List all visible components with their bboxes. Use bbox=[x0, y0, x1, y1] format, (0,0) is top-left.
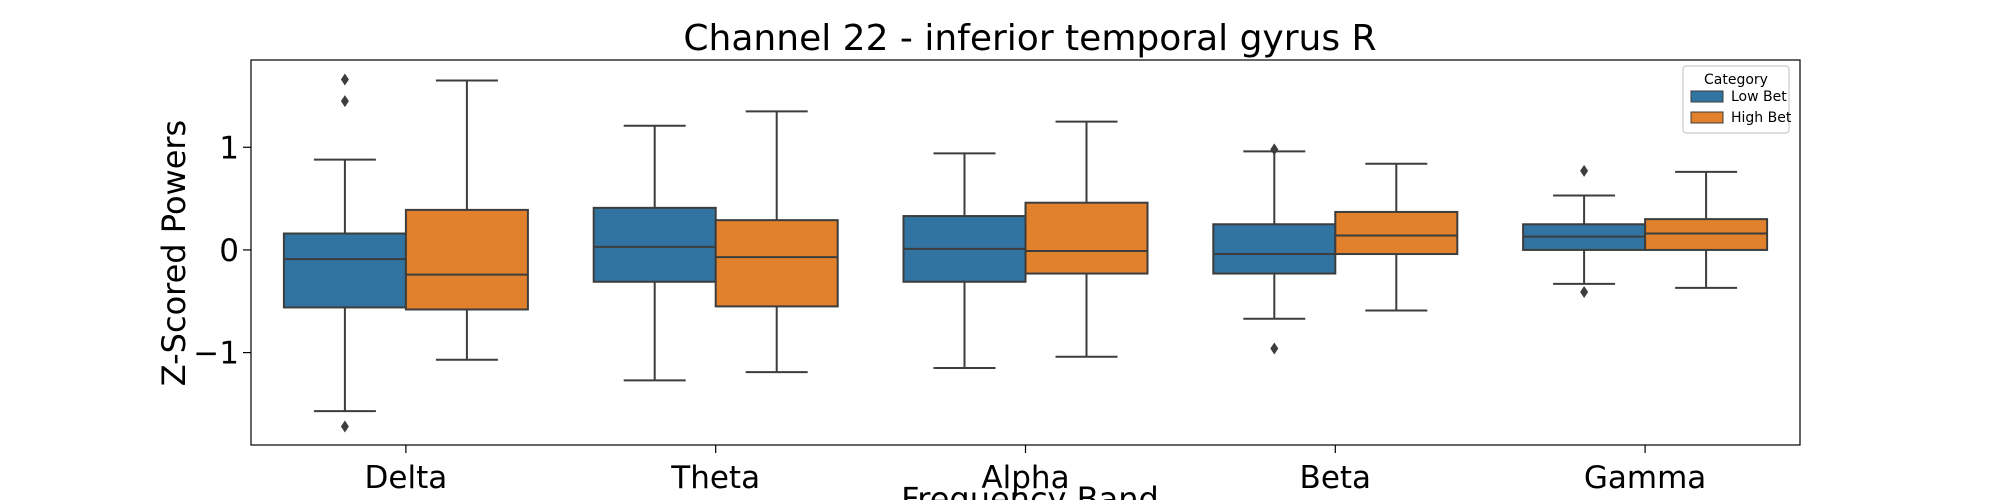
box-iqr bbox=[1334, 210, 1459, 256]
outlier-point bbox=[1270, 342, 1279, 355]
outlier-point bbox=[1580, 164, 1589, 177]
x-tick-label: Delta bbox=[365, 460, 448, 496]
box-iqr bbox=[1024, 201, 1149, 275]
legend-title: Category bbox=[1704, 72, 1768, 88]
box-beta-low-bet bbox=[1212, 143, 1337, 355]
y-tick-label: 1 bbox=[219, 130, 239, 166]
y-tick-label: 0 bbox=[219, 233, 239, 269]
box-gamma-low-bet bbox=[1522, 164, 1647, 299]
plot-area: −1 0 1 Delta Theta Alpha Beta Gamma bbox=[193, 59, 1801, 496]
box-iqr bbox=[1644, 218, 1769, 251]
x-tick-label: Alpha bbox=[981, 460, 1069, 496]
legend-label: High Bet bbox=[1731, 110, 1792, 126]
box-theta-low-bet bbox=[592, 124, 717, 382]
box-delta-high-bet bbox=[404, 79, 529, 361]
box-alpha-low-bet bbox=[902, 152, 1027, 369]
box-theta-high-bet bbox=[714, 110, 839, 374]
outlier-point bbox=[1270, 143, 1279, 156]
box-iqr bbox=[714, 219, 839, 308]
outlier-point bbox=[340, 95, 349, 108]
box-iqr bbox=[282, 232, 407, 309]
box-iqr bbox=[1212, 223, 1337, 275]
box-beta-high-bet bbox=[1334, 162, 1459, 312]
x-axis-label: Frequency Band bbox=[901, 480, 1159, 500]
box-gamma-high-bet bbox=[1644, 170, 1769, 289]
box-iqr bbox=[592, 206, 717, 283]
legend-label: Low Bet bbox=[1731, 89, 1787, 105]
box-alpha-high-bet bbox=[1024, 120, 1149, 358]
y-tick-label: −1 bbox=[193, 336, 239, 372]
x-tick-label: Theta bbox=[670, 460, 760, 496]
outlier-point bbox=[340, 73, 349, 86]
x-tick-label: Beta bbox=[1300, 460, 1372, 496]
legend-swatch bbox=[1690, 111, 1724, 124]
chart-title: Channel 22 - inferior temporal gyrus R bbox=[683, 18, 1376, 59]
legend: Category Low Bet High Bet bbox=[1682, 65, 1792, 134]
legend-swatch bbox=[1690, 90, 1724, 103]
box-iqr bbox=[404, 208, 529, 311]
outlier-point bbox=[340, 420, 349, 433]
y-axis-label: Z-Scored Powers bbox=[155, 120, 193, 386]
x-tick-label: Gamma bbox=[1584, 460, 1706, 496]
outlier-point bbox=[1580, 286, 1589, 299]
box-delta-low-bet bbox=[282, 73, 407, 433]
